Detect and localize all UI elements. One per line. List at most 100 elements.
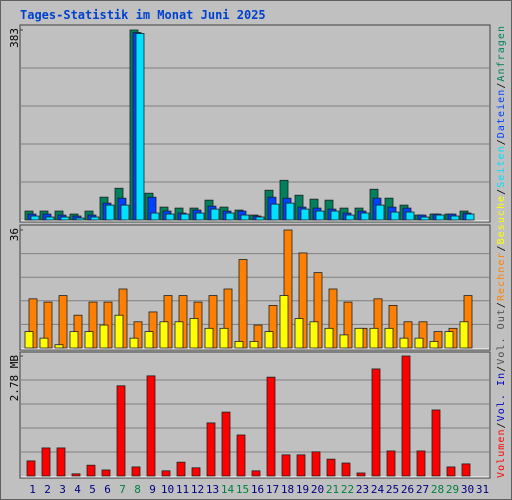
bar xyxy=(99,324,109,349)
x-tick-label: 2 xyxy=(44,483,51,496)
legend-entry: Vol. In xyxy=(496,373,507,422)
x-tick-label: 22 xyxy=(341,483,354,496)
x-tick-label: 23 xyxy=(356,483,369,496)
y-tick-label: 383 xyxy=(8,28,21,48)
bar xyxy=(225,212,235,221)
legend-entry: Besuche xyxy=(496,196,507,245)
bar xyxy=(264,331,274,349)
bar xyxy=(144,331,154,349)
bar xyxy=(450,215,460,221)
bar xyxy=(54,344,64,349)
bar xyxy=(339,334,349,349)
x-tick-label: 9 xyxy=(149,483,156,496)
legend-entry: Volumen xyxy=(496,429,507,478)
bar xyxy=(114,314,124,349)
x-tick-label: 18 xyxy=(281,483,294,496)
bar xyxy=(390,211,400,221)
y-tick-label: 2.78 MB xyxy=(8,355,21,402)
x-tick-label: 16 xyxy=(251,483,264,496)
bar xyxy=(165,213,175,221)
panel xyxy=(19,351,491,479)
chart-title: Tages-Statistik im Monat Juni 2025 xyxy=(20,8,266,22)
x-tick-label: 25 xyxy=(386,483,399,496)
bar xyxy=(90,216,100,221)
bar xyxy=(459,321,469,349)
bar xyxy=(326,458,336,477)
x-tick-label: 30 xyxy=(461,483,474,496)
bar xyxy=(444,331,454,349)
legend-separator: / xyxy=(496,302,507,308)
legend-entry: Vol. Out xyxy=(496,309,507,365)
legend-separator: / xyxy=(496,189,507,195)
x-tick-label: 26 xyxy=(401,483,414,496)
bar xyxy=(281,454,291,477)
bar xyxy=(150,212,160,221)
legend-separator: / xyxy=(496,139,507,145)
bar xyxy=(431,409,441,477)
bar xyxy=(221,411,231,477)
x-tick-label: 24 xyxy=(371,483,385,496)
bar xyxy=(58,295,68,349)
bar xyxy=(416,450,426,477)
bar xyxy=(75,217,85,221)
bar xyxy=(356,472,366,477)
bar xyxy=(309,321,319,349)
bar xyxy=(180,213,190,221)
bar xyxy=(465,213,475,221)
bar xyxy=(195,212,205,221)
bar xyxy=(24,331,34,349)
legend-separator: / xyxy=(496,422,507,428)
bar xyxy=(159,321,169,349)
bar xyxy=(240,214,250,221)
bar xyxy=(105,204,115,221)
bar xyxy=(120,204,130,221)
bar xyxy=(360,212,370,221)
bar xyxy=(266,376,276,477)
bar xyxy=(219,327,229,349)
x-tick-label: 8 xyxy=(134,483,141,496)
bar xyxy=(45,216,55,221)
bar xyxy=(146,375,156,477)
bar xyxy=(131,466,141,477)
x-tick-label: 12 xyxy=(191,483,204,496)
bar xyxy=(86,464,96,477)
bar xyxy=(234,341,244,349)
bar xyxy=(249,341,259,349)
bar xyxy=(401,355,411,477)
bar xyxy=(315,210,325,221)
bar xyxy=(369,327,379,349)
bar xyxy=(30,215,40,221)
legend-entry: Rechner xyxy=(496,253,507,302)
x-tick-label: 10 xyxy=(161,483,174,496)
bar xyxy=(26,460,36,477)
legend-separator: / xyxy=(496,83,507,89)
bar xyxy=(375,204,385,221)
legend-entry: Seiten xyxy=(496,146,507,187)
bar xyxy=(161,470,171,477)
bar xyxy=(330,210,340,221)
bar xyxy=(294,318,304,349)
bar xyxy=(39,337,49,349)
x-tick-label: 3 xyxy=(59,483,66,496)
bar xyxy=(345,214,355,221)
x-tick-label: 4 xyxy=(74,483,81,496)
bar xyxy=(71,473,81,477)
x-tick-label: 13 xyxy=(206,483,219,496)
x-tick-label: 27 xyxy=(416,483,429,496)
bar xyxy=(41,447,51,477)
bar xyxy=(191,467,201,477)
legend-entry: Anfragen xyxy=(496,26,507,82)
bar xyxy=(354,327,364,349)
x-tick-label: 5 xyxy=(89,483,96,496)
bar xyxy=(311,451,321,477)
x-tick-label: 6 xyxy=(104,483,111,496)
bar xyxy=(405,211,415,221)
x-tick-label: 7 xyxy=(119,483,126,496)
bar xyxy=(300,208,310,221)
legend-entry: Dateien xyxy=(496,90,507,139)
bar xyxy=(84,331,94,349)
x-tick-label: 14 xyxy=(221,483,235,496)
bar xyxy=(206,422,216,477)
bar xyxy=(296,454,306,477)
